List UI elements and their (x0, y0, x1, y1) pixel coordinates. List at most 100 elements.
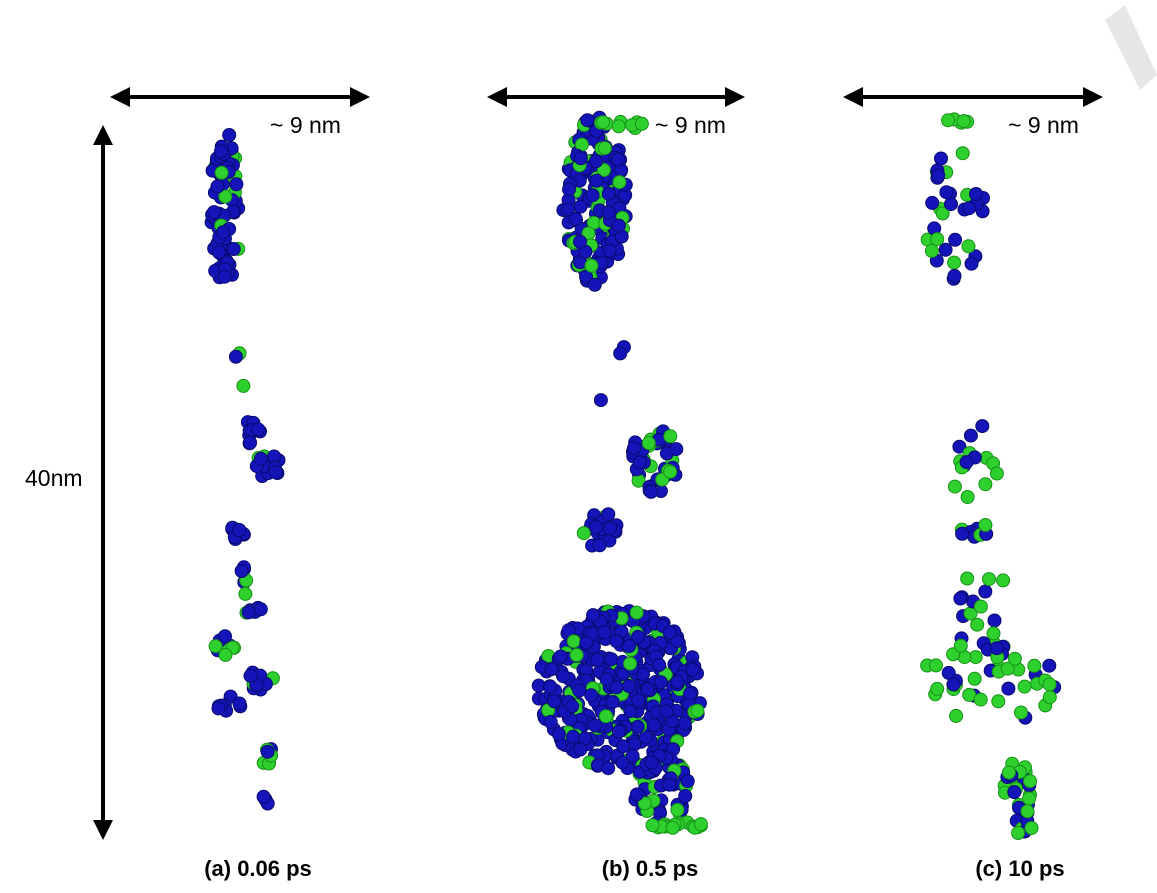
atom (659, 704, 674, 719)
atom (662, 777, 677, 792)
atom (638, 730, 653, 745)
atom (602, 243, 617, 258)
atom (947, 268, 962, 283)
atom (587, 277, 602, 292)
atom (562, 182, 576, 197)
atom (973, 692, 988, 707)
atom (662, 625, 677, 640)
atom (647, 718, 662, 733)
atom (629, 605, 644, 620)
atom (556, 669, 571, 684)
atom (632, 455, 647, 470)
atom (964, 256, 979, 271)
atom (566, 729, 581, 744)
atom (987, 613, 1002, 628)
atom (947, 255, 962, 270)
atom (631, 693, 646, 708)
atom (1042, 677, 1057, 692)
atom (229, 177, 244, 192)
atom (693, 817, 708, 832)
panel-caption: (a) 0.06 ps (204, 856, 312, 881)
atom (599, 672, 614, 687)
atom (989, 466, 1004, 481)
atom (584, 688, 599, 703)
atom (622, 639, 636, 654)
atom (963, 428, 978, 443)
atom (953, 638, 968, 653)
atom (1001, 681, 1016, 696)
atom (1007, 651, 1022, 666)
atom (218, 647, 233, 662)
atom (207, 205, 222, 220)
atom (543, 714, 558, 729)
atom (1020, 804, 1035, 819)
atom (1022, 791, 1037, 806)
atom (611, 152, 625, 167)
atom (645, 818, 660, 833)
atom (1000, 661, 1015, 676)
atom (585, 188, 600, 203)
atom (975, 419, 990, 434)
atom (946, 677, 961, 692)
atom (251, 422, 266, 437)
atom (978, 584, 993, 599)
atom (925, 195, 940, 210)
atom (636, 667, 650, 682)
atom (601, 186, 616, 201)
atom (967, 671, 982, 686)
atom (226, 242, 241, 256)
atom (1017, 679, 1032, 694)
atom (598, 709, 613, 724)
atom (665, 820, 680, 835)
atom (953, 591, 968, 606)
corner-mark (1105, 5, 1157, 90)
atom (959, 455, 974, 470)
panel-caption: (b) 0.5 ps (602, 856, 699, 881)
atom (652, 657, 667, 672)
atom (573, 742, 588, 757)
atom (625, 748, 640, 763)
atom (569, 648, 584, 662)
atom (996, 573, 1011, 588)
atom (579, 269, 594, 284)
width-label: ~ 9 nm (1008, 112, 1079, 138)
atom (566, 634, 581, 649)
atom (589, 520, 603, 535)
atom (256, 789, 271, 804)
atom (683, 686, 698, 701)
atom (1042, 690, 1057, 705)
atom (579, 635, 594, 650)
atom (234, 564, 249, 578)
atom (982, 572, 996, 587)
atom (592, 538, 607, 553)
atom (211, 701, 226, 716)
atom (952, 439, 967, 454)
atom (214, 165, 229, 180)
atom (601, 205, 616, 220)
atom (663, 429, 678, 444)
atom (1027, 658, 1042, 673)
atom (208, 639, 223, 654)
atom (989, 641, 1004, 656)
atom (573, 151, 588, 166)
atom (634, 116, 649, 131)
atom (586, 608, 601, 623)
atom (947, 479, 962, 494)
atom (973, 599, 988, 614)
atom (631, 629, 645, 644)
width-label: ~ 9 nm (270, 112, 341, 138)
atom (243, 668, 258, 683)
atom (623, 656, 638, 671)
atom (565, 699, 580, 714)
atom (935, 206, 950, 221)
atom (948, 232, 963, 247)
atom (214, 144, 228, 159)
atom (930, 232, 945, 247)
atom (573, 199, 588, 214)
atom (1007, 785, 1022, 800)
atom (573, 234, 587, 249)
atom (612, 175, 627, 190)
atom (212, 245, 226, 260)
atom (944, 197, 958, 212)
